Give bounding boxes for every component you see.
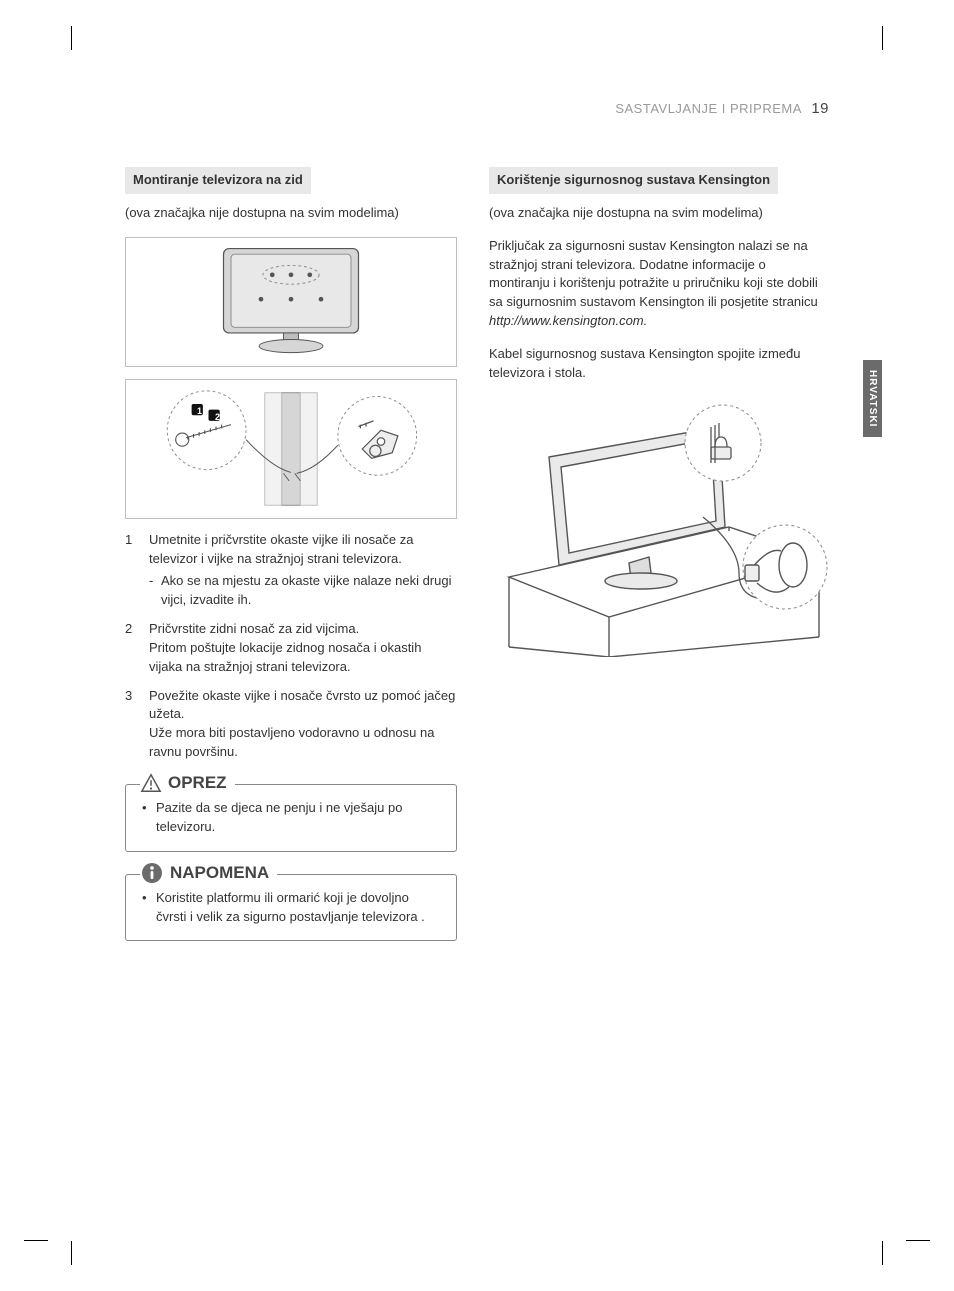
step-3: Povežite okaste vijke i nosače čvrsto uz… xyxy=(125,687,457,762)
step-3-text: Povežite okaste vijke i nosače čvrsto uz… xyxy=(149,688,455,722)
figure-eyebolt-bracket xyxy=(125,379,457,519)
note-item: Koristite platformu ili ormarić koji je … xyxy=(142,889,440,927)
step-1-sub: Ako se na mjestu za okaste vijke nalaze … xyxy=(149,572,457,610)
caution-item: Pazite da se djeca ne penju i ne vješaju… xyxy=(142,799,440,837)
section-title-left: Montiranje televizora na zid xyxy=(125,167,311,194)
left-column: Montiranje televizora na zid (ova značaj… xyxy=(125,167,457,941)
figure-badge-2: 2 xyxy=(215,411,220,424)
step-3-cont: Uže mora biti postavljeno vodoravno u od… xyxy=(149,724,457,762)
section-name: SASTAVLJANJE I PRIPREMA xyxy=(615,101,801,116)
kensington-instruction: Kabel sigurnosnog sustava Kensington spo… xyxy=(489,345,829,383)
language-tab: HRVATSKI xyxy=(863,360,882,437)
kensington-intro: Priključak za sigurnosni sustav Kensingt… xyxy=(489,237,829,331)
kensington-intro-text: Priključak za sigurnosni sustav Kensingt… xyxy=(489,238,818,310)
mounting-steps: Umetnite i pričvrstite okaste vijke ili … xyxy=(125,531,457,762)
figure-tv-back xyxy=(125,237,457,367)
step-2-cont: Pritom poštujte lokacije zidnog nosača i… xyxy=(149,639,457,677)
note-label: NAPOMENA xyxy=(170,861,269,886)
crop-mark xyxy=(71,26,72,50)
caution-label: OPREZ xyxy=(168,771,227,796)
caution-box: OPREZ Pazite da se djeca ne penju i ne v… xyxy=(125,784,457,852)
running-header: SASTAVLJANJE I PRIPREMA 19 xyxy=(125,100,829,117)
note-title: NAPOMENA xyxy=(140,861,277,886)
note-box: NAPOMENA Koristite platformu ili ormarić… xyxy=(125,874,457,942)
kensington-link: http://www.kensington.com. xyxy=(489,313,647,328)
crop-mark xyxy=(882,26,883,50)
figure-kensington xyxy=(489,397,829,663)
caution-title: OPREZ xyxy=(140,771,235,796)
availability-note-right: (ova značajka nije dostupna na svim mode… xyxy=(489,204,829,223)
step-1: Umetnite i pričvrstite okaste vijke ili … xyxy=(125,531,457,610)
page-content: SASTAVLJANJE I PRIPREMA 19 Montiranje te… xyxy=(125,100,829,941)
step-1-text: Umetnite i pričvrstite okaste vijke ili … xyxy=(149,532,413,566)
figure-badge-1: 1 xyxy=(197,405,202,418)
warning-icon xyxy=(140,772,162,794)
availability-note-left: (ova značajka nije dostupna na svim mode… xyxy=(125,204,457,223)
crop-mark xyxy=(24,1240,48,1241)
page-number: 19 xyxy=(811,100,829,117)
right-column: Korištenje sigurnosnog sustava Kensingto… xyxy=(489,167,829,941)
crop-mark xyxy=(882,1241,883,1265)
crop-mark xyxy=(906,1240,930,1241)
step-2-text: Pričvrstite zidni nosač za zid vijcima. xyxy=(149,621,359,636)
info-icon xyxy=(140,861,164,885)
step-2: Pričvrstite zidni nosač za zid vijcima. … xyxy=(125,620,457,677)
section-title-right: Korištenje sigurnosnog sustava Kensingto… xyxy=(489,167,778,194)
crop-mark xyxy=(71,1241,72,1265)
